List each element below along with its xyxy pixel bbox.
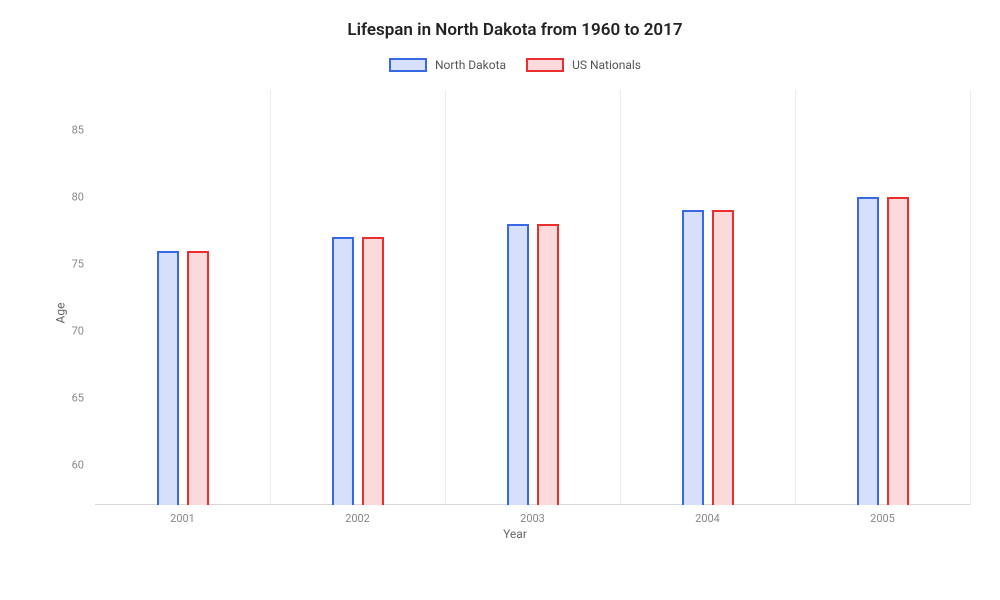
bar [857, 197, 879, 505]
bar [712, 210, 734, 505]
legend: North Dakota US Nationals [60, 58, 970, 72]
bar [332, 237, 354, 505]
y-axis: 60 65 70 75 80 85 [60, 90, 90, 505]
legend-item-north-dakota: North Dakota [389, 58, 506, 72]
legend-swatch-us-nationals [526, 58, 564, 72]
y-tick: 60 [72, 458, 84, 471]
grid-vline [970, 90, 971, 505]
bar [157, 251, 179, 505]
legend-item-us-nationals: US Nationals [526, 58, 641, 72]
x-tick: 2003 [520, 512, 545, 525]
bar [887, 197, 909, 505]
y-tick: 65 [72, 391, 84, 404]
legend-label: US Nationals [572, 58, 641, 72]
x-axis-label: Year [503, 527, 527, 541]
x-tick: 2004 [695, 512, 720, 525]
bar-group [857, 90, 909, 505]
bar-group [157, 90, 209, 505]
bars-layer [95, 90, 970, 505]
legend-label: North Dakota [435, 58, 506, 72]
bar [187, 251, 209, 505]
chart-container: Lifespan in North Dakota from 1960 to 20… [0, 0, 1000, 600]
chart-title: Lifespan in North Dakota from 1960 to 20… [60, 20, 970, 40]
y-tick: 75 [72, 258, 84, 271]
y-tick: 85 [72, 124, 84, 137]
y-tick: 80 [72, 191, 84, 204]
bar-group [507, 90, 559, 505]
bar [362, 237, 384, 505]
bar-group [682, 90, 734, 505]
bar [537, 224, 559, 505]
x-tick: 2005 [870, 512, 895, 525]
bar [682, 210, 704, 505]
y-tick: 70 [72, 324, 84, 337]
plot-area: Age 606570758085 Year 200120022003200420… [60, 90, 970, 535]
bar-group [332, 90, 384, 505]
x-tick: 2002 [345, 512, 370, 525]
legend-swatch-north-dakota [389, 58, 427, 72]
x-tick: 2001 [170, 512, 195, 525]
bar [507, 224, 529, 505]
